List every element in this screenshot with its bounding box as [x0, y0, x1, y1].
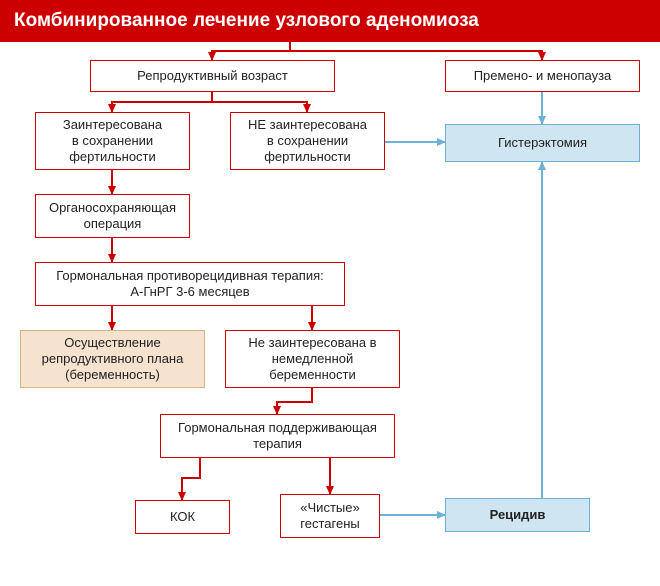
edge-not_imm_preg-to-hormonal_support [277, 388, 312, 414]
node-kok: КОК [135, 500, 230, 534]
node-reproductive-age: Репродуктивный возраст [90, 60, 335, 92]
edge-reproductive_age-to-not_interested [212, 92, 307, 112]
node-hysterectomy: Гистерэктомия [445, 124, 640, 162]
edge-reproductive_age-to-interested [112, 92, 212, 112]
edge-title-to-premen_menop [290, 42, 542, 60]
diagram-title: Комбинированное лечение узлового аденоми… [0, 0, 660, 42]
flowchart-canvas: Репродуктивный возраст Премено- и менопа… [0, 42, 660, 582]
node-gestagens: «Чистые»гестагены [280, 494, 380, 538]
edge-title-to-reproductive_age [212, 42, 290, 60]
node-not-immediate-pregnancy: Не заинтересована внемедленнойбеременнос… [225, 330, 400, 388]
node-hormonal-support: Гормональная поддерживающаятерапия [160, 414, 395, 458]
node-premeno-menopause: Премено- и менопауза [445, 60, 640, 92]
node-pregnancy-plan: Осуществлениерепродуктивного плана(берем… [20, 330, 205, 388]
node-not-interested-fertility: НЕ заинтересованав сохранениифертильност… [230, 112, 385, 170]
node-organ-saving-surgery: Органосохраняющаяоперация [35, 194, 190, 238]
node-interested-fertility: Заинтересованав сохранениифертильности [35, 112, 190, 170]
node-relapse: Рецидив [445, 498, 590, 532]
node-hormonal-antirelapse: Гормональная противорецидивная терапия:А… [35, 262, 345, 306]
edge-hormonal_support-to-kok [182, 458, 200, 500]
